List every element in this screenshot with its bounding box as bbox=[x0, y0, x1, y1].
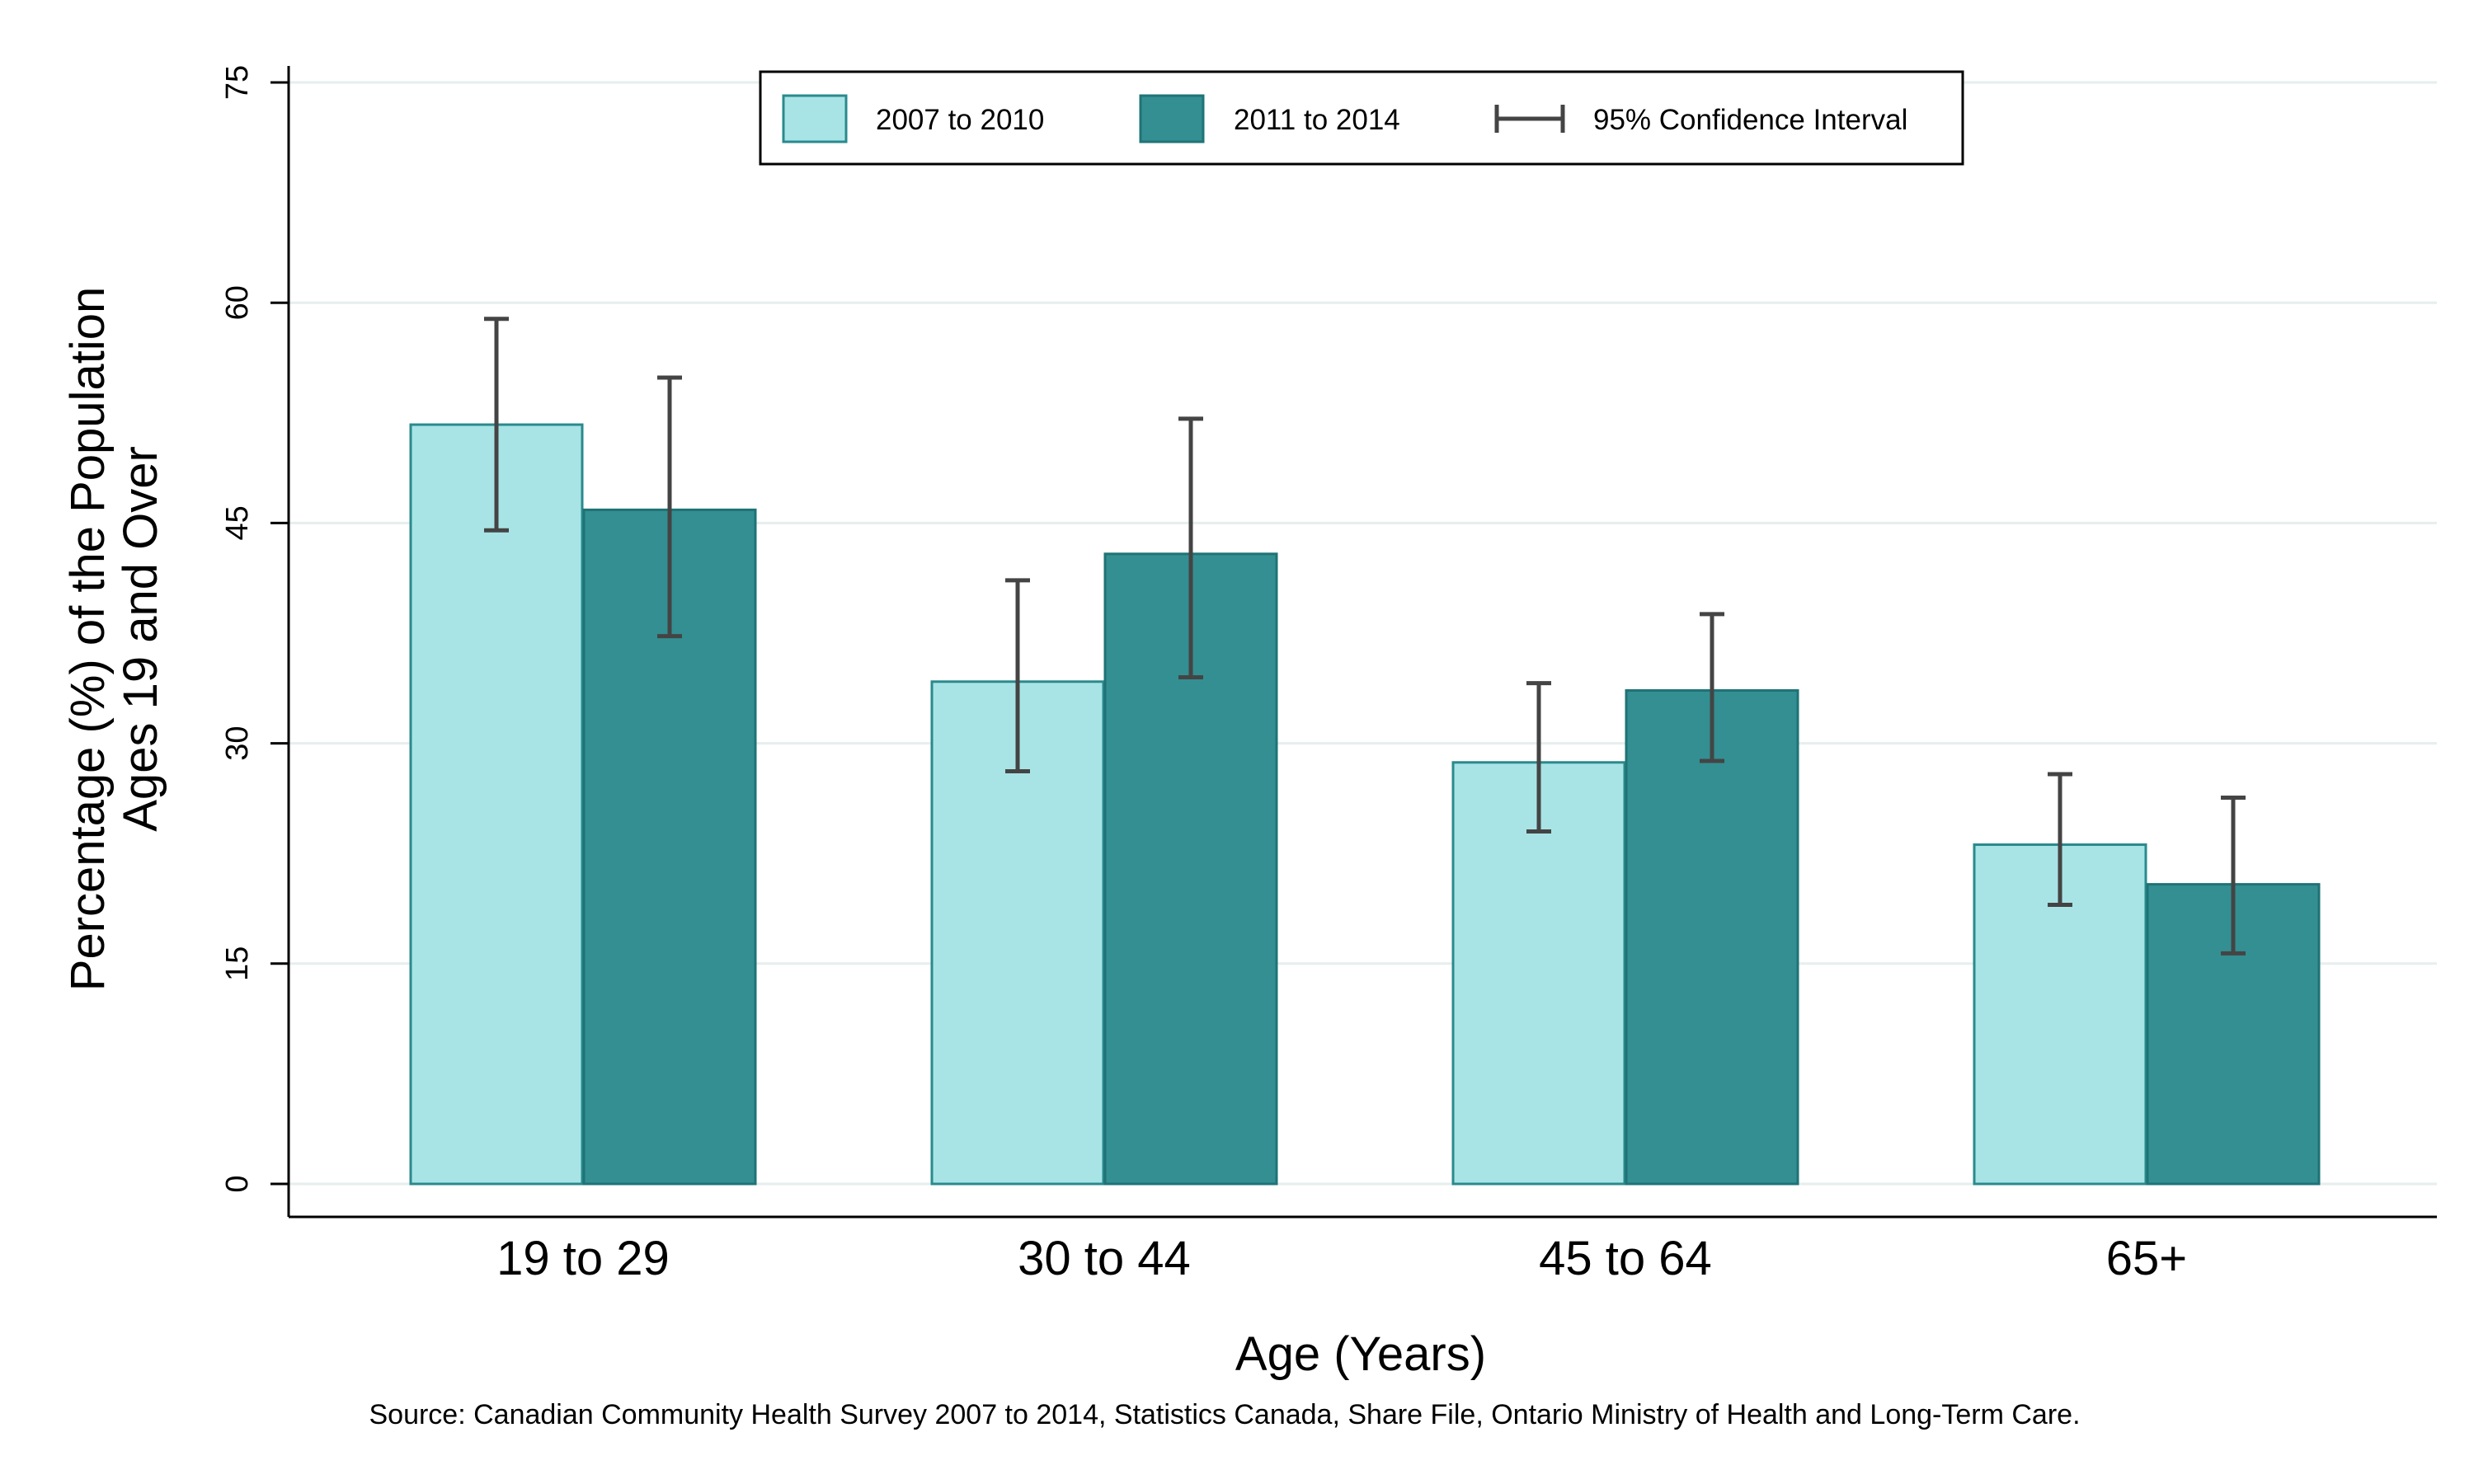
x-tick-label: 30 to 44 bbox=[1018, 1232, 1191, 1285]
error-bar bbox=[1526, 681, 1551, 834]
error-bar bbox=[2221, 796, 2246, 956]
error-bars bbox=[484, 317, 2246, 956]
source-note: Source: Canadian Community Health Survey… bbox=[369, 1399, 2080, 1430]
bars bbox=[409, 423, 2321, 1186]
y-tick-label: 45 bbox=[220, 505, 255, 540]
legend-label-confidence-interval: 95% Confidence Interval bbox=[1593, 104, 1907, 136]
x-tick-label: 45 to 64 bbox=[1539, 1232, 1712, 1285]
y-tick-label: 0 bbox=[220, 1175, 255, 1192]
legend-ci-symbol bbox=[1494, 105, 1565, 133]
bar-2007-2010-19-to-29 bbox=[409, 423, 584, 1186]
legend-label-2011-2014: 2011 to 2014 bbox=[1234, 104, 1400, 136]
y-axis-title-line-2: Ages 19 and Over bbox=[114, 446, 167, 832]
x-tick-label: 19 to 29 bbox=[496, 1232, 670, 1285]
legend: 2007 to 2010 2011 to 2014 95% Confidence… bbox=[759, 70, 1964, 166]
error-bar bbox=[484, 317, 509, 533]
x-axis-ticks: 19 to 29 30 to 44 45 to 64 65+ bbox=[496, 1232, 2187, 1285]
error-bar bbox=[2048, 772, 2072, 908]
legend-label-2007-2010: 2007 to 2010 bbox=[876, 104, 1044, 136]
y-tick-label: 30 bbox=[220, 726, 255, 760]
y-tick-label: 60 bbox=[220, 285, 255, 320]
x-tick-label: 65+ bbox=[2106, 1232, 2187, 1285]
axes bbox=[287, 66, 2437, 1219]
y-tick-label: 15 bbox=[220, 946, 255, 981]
y-axis-ticks: 0 15 30 45 60 75 bbox=[220, 65, 289, 1193]
x-axis-title: Age (Years) bbox=[1235, 1327, 1486, 1381]
legend-swatch-2011-2014 bbox=[1139, 94, 1205, 143]
legend-swatch-2007-2010 bbox=[782, 94, 848, 143]
error-bar bbox=[1005, 578, 1030, 773]
legend-box bbox=[759, 70, 1964, 166]
y-tick-label: 75 bbox=[220, 65, 255, 100]
error-bar bbox=[1700, 612, 1724, 763]
bar-2011-2014-45-to-64 bbox=[1625, 688, 1799, 1186]
error-bar bbox=[657, 375, 682, 639]
error-bar bbox=[1178, 416, 1203, 679]
y-axis-title-line-1: Percentage (%) of the Population bbox=[61, 287, 115, 991]
